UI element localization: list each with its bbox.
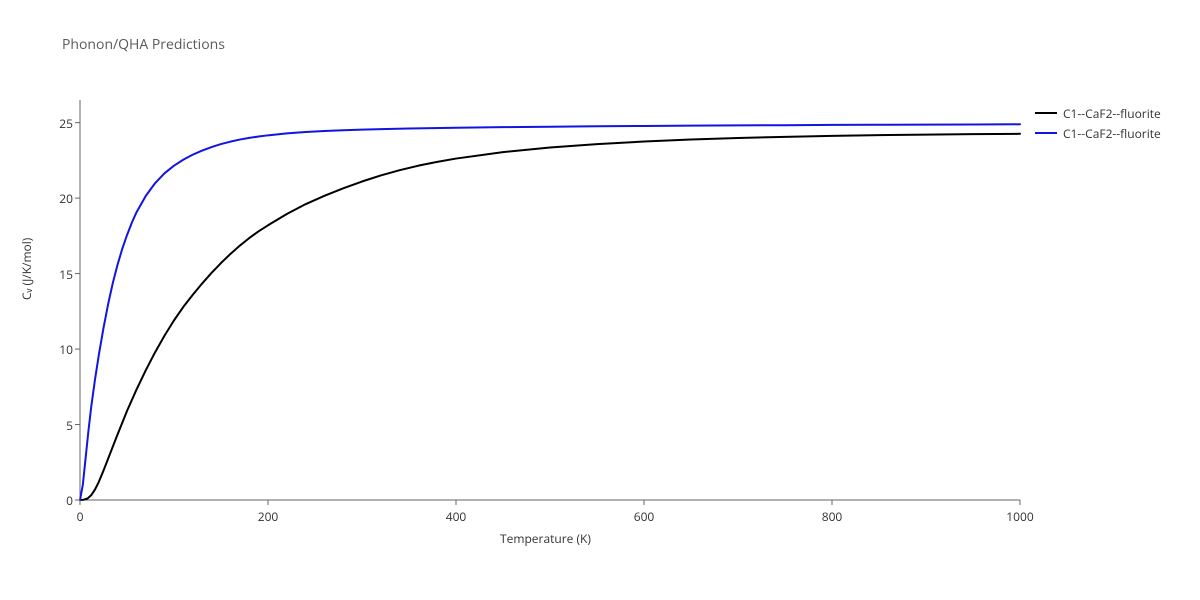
- x-tick-label: 0: [60, 508, 100, 525]
- legend-label: C1--CaF2--fluorite: [1063, 105, 1161, 122]
- series-line[interactable]: [80, 124, 1020, 500]
- y-tick-label: 10: [35, 341, 73, 358]
- y-tick-label: 20: [35, 190, 73, 207]
- legend-label: C1--CaF2--fluorite: [1063, 125, 1161, 142]
- legend[interactable]: C1--CaF2--fluorite C1--CaF2--fluorite: [1035, 104, 1161, 144]
- series-line[interactable]: [80, 134, 1020, 500]
- y-tick-label: 15: [35, 266, 73, 283]
- legend-swatch: [1035, 112, 1057, 114]
- legend-swatch: [1035, 132, 1057, 134]
- legend-item[interactable]: C1--CaF2--fluorite: [1035, 104, 1161, 122]
- x-tick-label: 600: [624, 508, 664, 525]
- x-tick-label: 400: [436, 508, 476, 525]
- x-axis-label: Temperature (K): [500, 530, 591, 547]
- x-tick-label: 800: [812, 508, 852, 525]
- x-tick-label: 1000: [1000, 508, 1040, 525]
- y-axis-label: Cᵥ (J/K/mol): [18, 238, 35, 300]
- legend-item[interactable]: C1--CaF2--fluorite: [1035, 124, 1161, 142]
- y-tick-label: 0: [35, 492, 73, 509]
- chart-container: Phonon/QHA Predictions 02004006008001000…: [0, 0, 1200, 600]
- y-tick-label: 5: [35, 417, 73, 434]
- x-tick-label: 200: [248, 508, 288, 525]
- y-tick-label: 25: [35, 115, 73, 132]
